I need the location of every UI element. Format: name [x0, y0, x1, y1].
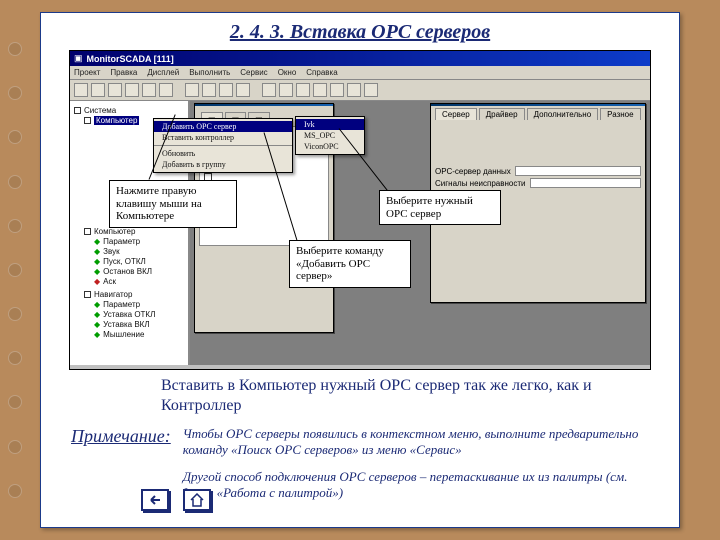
arrow-left-icon	[148, 494, 162, 506]
tree-selected[interactable]: Компьютер	[94, 116, 139, 125]
menu-item[interactable]: Сервис	[240, 68, 267, 77]
binder-holes	[8, 0, 30, 540]
submenu-item[interactable]: Ivk	[296, 119, 364, 130]
toolbar-button[interactable]	[279, 83, 293, 97]
toolbar	[70, 80, 650, 101]
toolbar-button[interactable]	[185, 83, 199, 97]
nav-buttons	[141, 489, 211, 511]
form-label: ОРС-сервер данных	[435, 167, 511, 176]
toolbar-button[interactable]	[159, 83, 173, 97]
nav-back-button[interactable]	[141, 489, 169, 511]
callout-right-click: Нажмите правую клавишу мыши на Компьютер…	[109, 180, 237, 228]
text-field[interactable]	[515, 166, 641, 176]
toolbar-button[interactable]	[74, 83, 88, 97]
tree-item[interactable]: Звук	[103, 247, 119, 256]
menu-item[interactable]: Дисплей	[147, 68, 179, 77]
menu-item[interactable]: Выполнить	[189, 68, 230, 77]
toolbar-button[interactable]	[330, 83, 344, 97]
text-field[interactable]	[530, 178, 642, 188]
app-icon: ▣	[74, 53, 83, 64]
home-icon	[189, 493, 205, 507]
form-label: Сигналы неисправности	[435, 179, 526, 188]
submenu-item[interactable]: MS_OPC	[296, 130, 364, 141]
context-menu[interactable]: Добавить OPC сервер Вставить контроллер …	[153, 118, 293, 173]
toolbar-button[interactable]	[313, 83, 327, 97]
toolbar-button[interactable]	[364, 83, 378, 97]
menu-item[interactable]: Правка	[110, 68, 137, 77]
toolbar-button[interactable]	[236, 83, 250, 97]
toolbar-button[interactable]	[296, 83, 310, 97]
page-title: 2. 4. 3. Вставка ОРС серверов	[41, 13, 679, 48]
tree-root[interactable]: Система	[84, 106, 116, 115]
callout-select-cmd: Выберите команду «Добавить OPC сервер»	[289, 240, 411, 288]
nav-home-button[interactable]	[183, 489, 211, 511]
toolbar-button[interactable]	[347, 83, 361, 97]
screenshot-area: ▣ MonitorSCADA [111] Проект Правка Диспл…	[69, 50, 651, 370]
menu-item[interactable]: Окно	[278, 68, 297, 77]
tab[interactable]: Дополнительно	[527, 108, 599, 120]
menubar[interactable]: Проект Правка Дисплей Выполнить Сервис О…	[70, 66, 650, 80]
tab[interactable]: Сервер	[435, 108, 477, 120]
tree-item[interactable]: Параметр	[103, 237, 140, 246]
toolbar-button[interactable]	[125, 83, 139, 97]
tree-item[interactable]: Уставка ВКЛ	[103, 320, 149, 329]
remark-text-1: Чтобы ОРС серверы появились в контекстно…	[183, 426, 649, 459]
window-titlebar: ▣ MonitorSCADA [111]	[70, 51, 650, 66]
tab[interactable]: Драйвер	[479, 108, 525, 120]
toolbar-button[interactable]	[219, 83, 233, 97]
window-title: MonitorSCADA [111]	[87, 54, 174, 64]
toolbar-button[interactable]	[202, 83, 216, 97]
tree-item[interactable]: Навигатор	[94, 290, 132, 299]
tree-item[interactable]: Останов ВКЛ	[103, 267, 152, 276]
tree-item[interactable]: Параметр	[103, 300, 140, 309]
toolbar-button[interactable]	[91, 83, 105, 97]
tree-item[interactable]: Аск	[103, 277, 116, 286]
tab[interactable]: Разное	[600, 108, 640, 120]
slide: 2. 4. 3. Вставка ОРС серверов ▣ MonitorS…	[40, 12, 680, 528]
menu-item[interactable]: Вставить контроллер	[154, 132, 292, 143]
callout-select-server: Выберите нужный ОРС сервер	[379, 190, 501, 225]
menu-item[interactable]: Проект	[74, 68, 100, 77]
toolbar-button[interactable]	[108, 83, 122, 97]
remark-text-2: Другой способ подключения ОРС серверов –…	[183, 469, 649, 502]
tree-item[interactable]: Мышление	[103, 330, 144, 339]
tree-item[interactable]: Пуск, ОТКЛ	[103, 257, 146, 266]
toolbar-button[interactable]	[262, 83, 276, 97]
tree-item[interactable]: Уставка ОТКЛ	[103, 310, 155, 319]
toolbar-button[interactable]	[142, 83, 156, 97]
menu-item-add-opc[interactable]: Добавить OPC сервер	[154, 121, 292, 132]
menu-item[interactable]: Справка	[306, 68, 337, 77]
tree-item[interactable]: Компьютер	[94, 227, 135, 236]
body-text: Вставить в Компьютер нужный ОРС сервер т…	[161, 376, 639, 416]
